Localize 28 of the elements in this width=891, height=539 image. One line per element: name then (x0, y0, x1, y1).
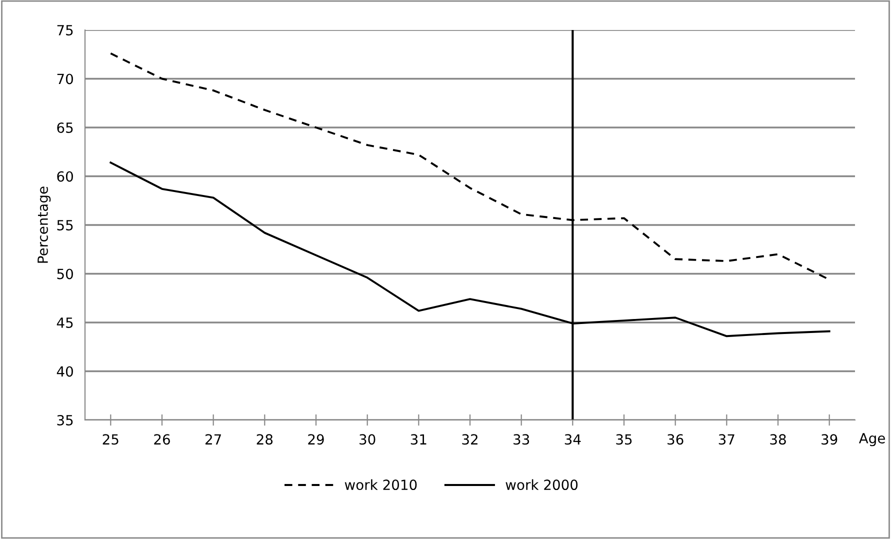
y-tick-label: 75 (57, 25, 73, 36)
x-tick-label: 29 (308, 434, 324, 445)
y-tick-label: 45 (56, 318, 73, 328)
x-tick-label: 37 (718, 434, 734, 445)
x-tick-label: 32 (462, 434, 478, 445)
x-tick-label: 36 (668, 434, 684, 445)
x-tick-label: 26 (154, 434, 170, 445)
y-tick-label: 55 (57, 220, 73, 230)
y-tick-label: 70 (57, 74, 73, 84)
x-tick-label: 34 (564, 434, 581, 445)
y-axis-title: Percentage (38, 186, 51, 263)
x-tick-label: 28 (256, 434, 273, 445)
x-tick-label: 39 (822, 434, 838, 445)
y-tick-label: 35 (57, 414, 73, 426)
y-tick-label: 40 (56, 366, 73, 377)
legend-label: work 2000 (506, 479, 578, 490)
y-tick-label: 50 (57, 268, 73, 280)
x-tick-label: 30 (360, 434, 376, 445)
x-tick-label: 33 (514, 434, 530, 445)
x-tick-label: 38 (770, 434, 786, 445)
x-tick-label: 35 (616, 434, 632, 445)
x-tick-label: 27 (206, 434, 221, 444)
x-axis-title: Age (858, 433, 885, 446)
legend-label: work 2010 (344, 479, 417, 490)
x-tick-label: 25 (102, 434, 118, 445)
x-tick-label: 31 (410, 434, 426, 445)
y-tick-label: 60 (57, 171, 73, 182)
y-tick-label: 65 (57, 122, 73, 133)
